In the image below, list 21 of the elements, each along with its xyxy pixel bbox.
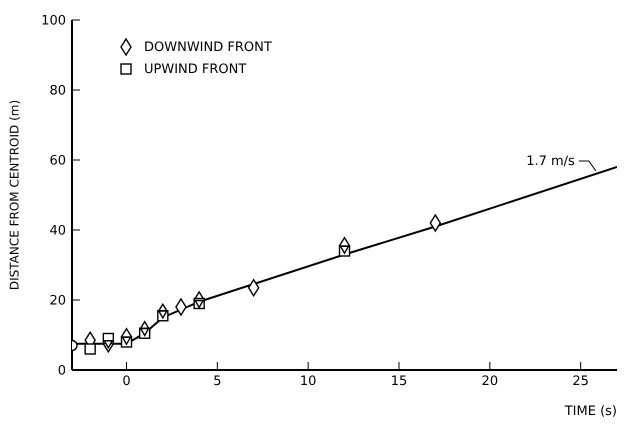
legend-label: UPWIND FRONT: [144, 62, 246, 76]
x-tick-label: 10: [300, 374, 316, 390]
y-tick-label: 80: [49, 84, 66, 99]
y-tick-label: 20: [49, 294, 66, 309]
legend-label: DOWNWIND FRONT: [144, 40, 272, 54]
y-tick-label: 0: [58, 364, 66, 379]
point: [84, 343, 96, 355]
x-tick-label: 25: [572, 374, 589, 390]
point: [122, 336, 132, 345]
x-tick-label: 20: [482, 374, 498, 390]
x-tick-label: 0: [122, 374, 131, 390]
x-axis-title: TIME (s): [564, 404, 617, 419]
x-tick-label: 5: [213, 374, 222, 390]
point: [340, 246, 350, 254]
x-tick-label: 15: [390, 374, 408, 390]
y-tick-label: 40: [49, 224, 66, 239]
annotation: 1.7 m/s: [526, 154, 576, 169]
y-axis-title: DISTANCE FROM CENTROID (m): [7, 100, 22, 290]
point: [104, 340, 114, 348]
y-tick-label: 60: [49, 154, 66, 169]
y-tick-label: 100: [41, 14, 66, 29]
